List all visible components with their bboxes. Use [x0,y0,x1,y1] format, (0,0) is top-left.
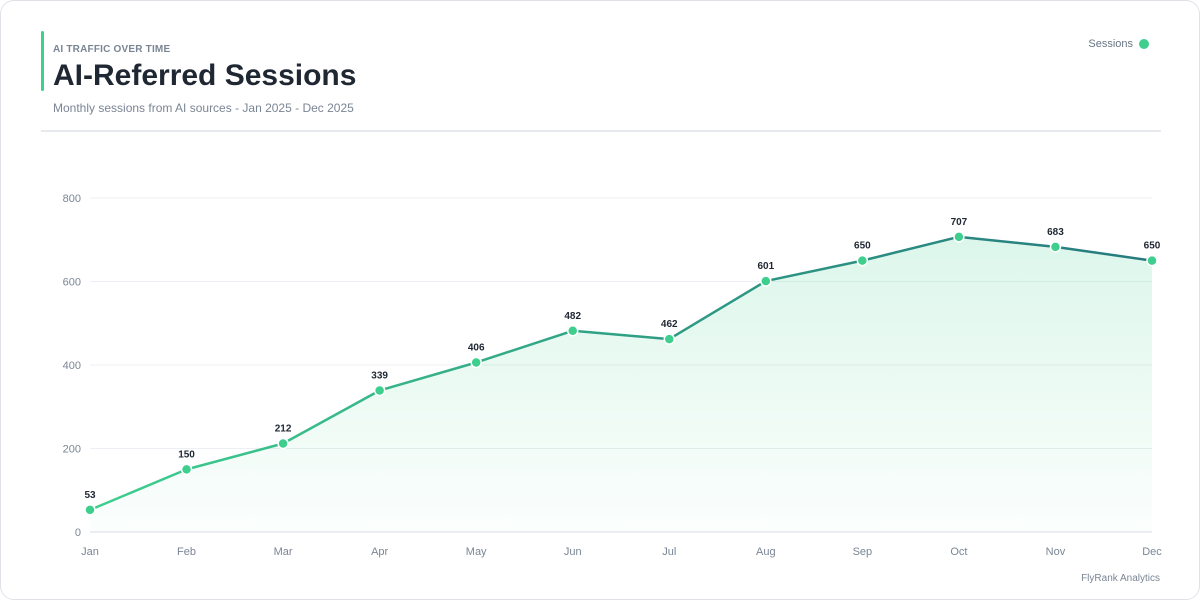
series-line-sessions [88,235,1154,512]
data-point [856,254,869,267]
footer-credit: FlyRank Analytics [1081,573,1160,584]
data-point [180,463,193,476]
data-point [373,384,386,397]
data-point [470,356,482,369]
data-label: 150 [178,449,195,460]
data-label: 650 [1144,241,1161,252]
x-tick-label: Apr [371,546,388,558]
legend-label: Sessions [1088,38,1133,50]
accent-bar [41,31,44,91]
x-tick-label: Jun [564,546,582,558]
x-tick-label: Jul [662,546,676,558]
data-point [84,504,96,516]
data-label: 683 [1047,227,1064,238]
series-area-sessions [90,236,1152,532]
data-label: 406 [468,342,485,353]
legend-marker [1139,39,1149,49]
data-label: 707 [951,217,968,228]
data-label: 212 [275,423,292,434]
x-tick-label: Nov [1046,546,1066,558]
x-tick-label: Aug [756,546,776,558]
x-tick-label: Feb [177,546,196,558]
data-label: 601 [757,261,774,272]
y-tick-label: 800 [63,193,81,205]
data-point [663,333,676,345]
data-point [566,325,579,337]
data-points: 53 150 212 339 406 482 462 601 650 707 683 650 [84,217,1161,516]
data-label: 482 [564,311,581,322]
legend: Sessions [1088,38,1149,50]
header-divider [41,130,1161,132]
y-tick-label: 600 [63,277,81,289]
x-tick-label: Jan [81,546,99,558]
y-tick-label: 400 [63,360,81,372]
data-label: 462 [661,319,678,330]
chart-title: AI-Referred Sessions [53,59,357,92]
data-point [1146,254,1158,267]
x-tick-label: Oct [950,546,967,558]
x-tick-label: May [466,546,487,558]
data-point [953,231,965,243]
x-axis-labels: Jan Feb Mar Apr May Jun Jul Aug Sep Oct Nov Dec [81,546,1162,558]
y-tick-label: 0 [75,527,81,539]
x-tick-label: Sep [853,546,873,558]
data-point [277,437,289,450]
data-point [760,275,772,287]
x-tick-label: Dec [1142,546,1162,558]
x-tick-label: Mar [274,546,293,558]
chart-subtitle: Monthly sessions from AI sources - Jan 2… [53,101,354,115]
data-point [1049,241,1062,253]
y-tick-label: 200 [63,444,81,456]
chart-kicker: AI TRAFFIC OVER TIME [53,44,171,55]
data-label: 650 [854,241,871,252]
data-label: 53 [84,490,96,501]
data-label: 339 [371,370,388,381]
